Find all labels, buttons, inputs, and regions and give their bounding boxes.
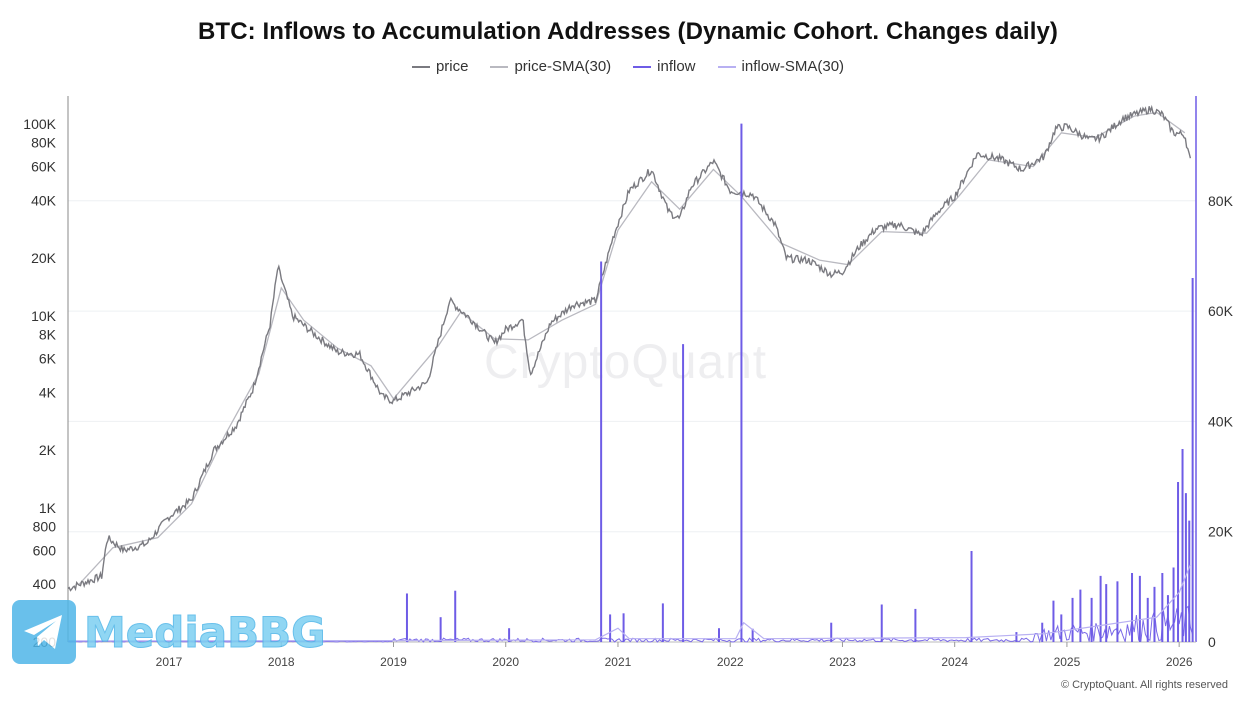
legend-item-inflow[interactable]: inflow <box>633 58 696 75</box>
y-right-tick-label: 0 <box>1208 634 1216 650</box>
legend-label-price: price <box>435 58 469 75</box>
series-price-sma <box>78 111 1186 585</box>
mediabbg-text: MediaBBG <box>84 607 327 657</box>
series-price <box>67 104 1192 592</box>
chart-legend: price price-SMA(30) inflow inflow-SMA(30… <box>0 58 1252 75</box>
y-left-tick-label: 2K <box>39 442 57 458</box>
gridlines <box>68 200 1196 533</box>
legend-item-inflow-sma[interactable]: inflow-SMA(30) <box>717 58 845 75</box>
legend-item-price[interactable]: price <box>411 58 469 75</box>
legend-label-inflow: inflow <box>657 58 696 75</box>
y-left-tick-label: 100K <box>23 116 56 132</box>
left-y-axis-ticks: 100K80K60K40K20K10K8K6K4K2K1K80060040020… <box>23 116 56 650</box>
y-left-tick-label: 20K <box>31 250 57 266</box>
y-left-tick-label: 10K <box>31 308 57 324</box>
y-right-tick-label: 20K <box>1208 524 1234 540</box>
legend-label-price-sma: price-SMA(30) <box>514 58 612 75</box>
x-tick-label: 2025 <box>1054 655 1081 669</box>
x-tick-label: 2022 <box>717 655 744 669</box>
y-left-tick-label: 6K <box>39 351 57 367</box>
legend-swatch-inflow <box>633 65 652 68</box>
series-layer <box>67 104 1194 644</box>
y-left-tick-label: 1K <box>39 500 57 516</box>
copyright-text: © CryptoQuant. All rights reserved <box>1060 679 1228 691</box>
y-right-tick-label: 80K <box>1208 193 1234 209</box>
y-right-tick-label: 40K <box>1208 413 1234 429</box>
y-left-tick-label: 60K <box>31 159 57 175</box>
x-tick-label: 2020 <box>492 655 519 669</box>
right-y-axis-ticks: 80K 60K 40K 20K 0 <box>1208 193 1234 650</box>
series-inflow-sma <box>67 564 1191 642</box>
y-left-tick-label: 40K <box>31 192 57 208</box>
x-tick-label: 2026 <box>1166 655 1193 669</box>
mediabbg-watermark: MediaBBG <box>12 600 326 664</box>
y-left-tick-label: 8K <box>39 327 57 343</box>
legend-swatch-inflow-sma <box>717 65 736 68</box>
legend-swatch-price <box>411 65 430 68</box>
x-axis-ticks: 2017 2018 2019 2020 2021 2022 2023 2024 2025 2026 <box>156 642 1193 669</box>
legend-item-price-sma[interactable]: price-SMA(30) <box>490 58 611 75</box>
legend-label-inflow-sma: inflow-SMA(30) <box>741 58 845 75</box>
legend-swatch-price-sma <box>490 65 509 68</box>
x-tick-label: 2024 <box>941 655 968 669</box>
axes <box>67 96 1197 643</box>
cryptoquant-watermark: CryptoQuant <box>484 336 768 389</box>
series-inflow-baseline <box>67 605 1194 644</box>
chart-title: BTC: Inflows to Accumulation Addresses (… <box>198 18 1058 45</box>
x-tick-label: 2019 <box>380 655 407 669</box>
y-right-tick-label: 60K <box>1208 303 1234 319</box>
y-left-tick-label: 4K <box>39 384 57 400</box>
y-left-tick-label: 800 <box>33 518 57 534</box>
x-tick-label: 2023 <box>829 655 856 669</box>
y-left-tick-label: 400 <box>33 576 57 592</box>
x-tick-label: 2017 <box>156 655 183 669</box>
y-left-tick-label: 80K <box>31 135 57 151</box>
x-tick-label: 2018 <box>268 655 295 669</box>
y-left-tick-label: 600 <box>33 542 57 558</box>
telegram-icon <box>12 600 76 664</box>
x-tick-label: 2021 <box>605 655 632 669</box>
